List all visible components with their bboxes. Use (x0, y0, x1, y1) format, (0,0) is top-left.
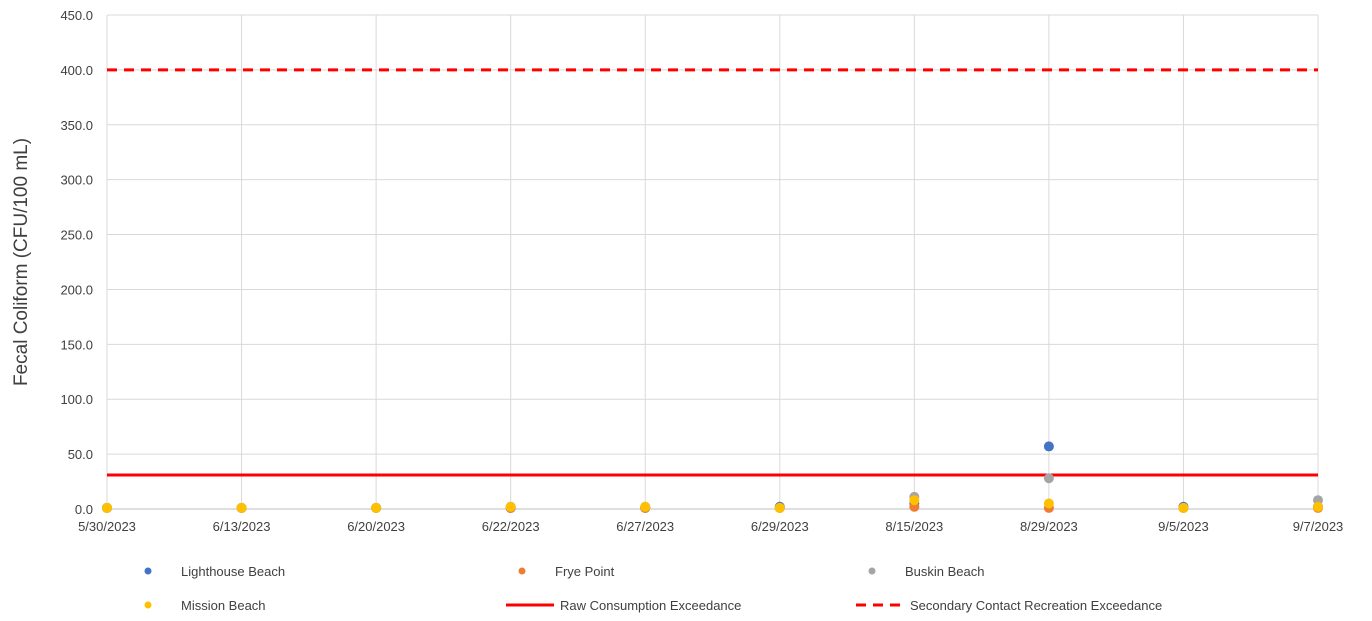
y-tick-label: 250.0 (60, 228, 93, 243)
y-tick-label: 150.0 (60, 337, 93, 352)
y-tick-label: 400.0 (60, 63, 93, 78)
legend-label: Buskin Beach (905, 564, 985, 579)
data-point (1043, 473, 1054, 484)
reference-lines (107, 68, 1318, 477)
y-tick-label: 300.0 (60, 173, 93, 188)
x-tick-label: 8/29/2023 (1020, 519, 1078, 534)
x-tick-label: 6/27/2023 (616, 519, 674, 534)
axes: 0.0 50.0 100.0 150.0 200.0 250.0 300.0 350.0 400… (11, 8, 1343, 534)
y-tick-label: 0.0 (75, 502, 93, 517)
legend-entry: Lighthouse Beach (144, 564, 285, 579)
data-point (1043, 441, 1054, 452)
legend-label: Mission Beach (181, 598, 266, 613)
data-point (774, 502, 785, 513)
x-tick-label: 8/15/2023 (885, 519, 943, 534)
y-tick-label: 450.0 (60, 8, 93, 23)
data-point (909, 495, 920, 506)
legend-label: Lighthouse Beach (181, 564, 285, 579)
y-tick-label: 350.0 (60, 118, 93, 133)
legend-entry: Mission Beach (144, 598, 266, 613)
y-tick-label: 50.0 (68, 447, 93, 462)
x-tick-label: 6/29/2023 (751, 519, 809, 534)
legend-entry: Raw Consumption Exceedance (506, 598, 741, 613)
x-tick-label: 5/30/2023 (78, 519, 136, 534)
data-point (1313, 501, 1323, 512)
data-point (371, 502, 382, 513)
data-point (505, 501, 516, 512)
legend-entry: Secondary Contact Recreation Exceedance (856, 598, 1162, 613)
data-point (1178, 502, 1189, 513)
x-tick-label: 6/20/2023 (347, 519, 405, 534)
data-point (236, 502, 247, 513)
legend-label: Secondary Contact Recreation Exceedance (910, 598, 1162, 613)
legend-entry: Frye Point (518, 564, 615, 579)
y-tick-label: 200.0 (60, 282, 93, 297)
legend-label: Frye Point (555, 564, 615, 579)
data-points (102, 441, 1323, 513)
x-tick-label: 9/5/2023 (1158, 519, 1209, 534)
legend-marker (868, 567, 876, 575)
data-point (640, 501, 651, 512)
y-tick-label: 100.0 (60, 392, 93, 407)
legend-marker (144, 601, 152, 609)
data-point (1043, 498, 1054, 509)
legend-marker (144, 567, 152, 575)
legend-entry: Buskin Beach (868, 564, 985, 579)
legend-label: Raw Consumption Exceedance (560, 598, 741, 613)
legend-marker (518, 567, 526, 575)
x-tick-label: 9/7/2023 (1293, 519, 1344, 534)
x-tick-label: 6/13/2023 (213, 519, 271, 534)
y-axis-label: Fecal Coliform (CFU/100 mL) (11, 138, 32, 386)
legend: Lighthouse Beach Frye Point Buskin Beach Mi… (144, 564, 1162, 613)
grid (106, 14, 1319, 509)
data-point (102, 502, 112, 513)
x-tick-label: 6/22/2023 (482, 519, 540, 534)
